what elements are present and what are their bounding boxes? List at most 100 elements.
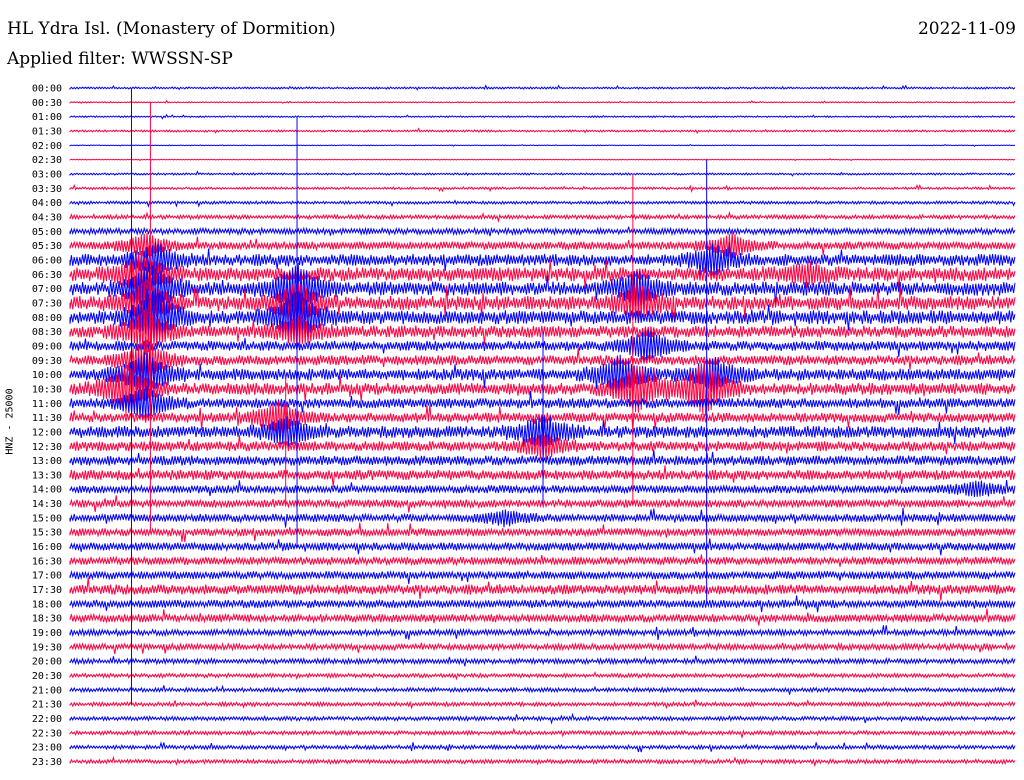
- time-tick-22:30: 22:30: [32, 728, 62, 739]
- time-tick-11:00: 11:00: [32, 399, 62, 410]
- time-tick-09:30: 09:30: [32, 356, 62, 367]
- trace-11:00: [69, 385, 1016, 422]
- trace-10:00: [69, 352, 1016, 400]
- filter-label: Applied filter: WWSSN-SP: [7, 49, 233, 69]
- trace-15:30: [69, 522, 1016, 543]
- time-tick-01:00: 01:00: [32, 112, 62, 123]
- trace-18:00: [69, 595, 1016, 613]
- trace-14:00: [69, 480, 1016, 498]
- time-tick-14:00: 14:00: [32, 485, 62, 496]
- trace-10:30: [69, 360, 1016, 416]
- trace-19:00: [69, 625, 1016, 641]
- time-tick-22:00: 22:00: [32, 714, 62, 725]
- trace-03:00: [69, 170, 1016, 177]
- time-tick-16:00: 16:00: [32, 542, 62, 553]
- trace-02:30: [69, 158, 1016, 162]
- event-spikes: [130, 88, 708, 705]
- trace-04:00: [69, 199, 1016, 208]
- time-tick-05:00: 05:00: [32, 227, 62, 238]
- station-title: HL Ydra Isl. (Monastery of Dormition): [7, 19, 336, 39]
- trace-15:00: [69, 507, 1016, 528]
- trace-03:30: [69, 183, 1016, 194]
- trace-12:00: [69, 415, 1016, 449]
- time-tick-20:30: 20:30: [32, 671, 62, 682]
- trace-00:30: [69, 99, 1016, 105]
- trace-23:00: [69, 741, 1016, 753]
- time-tick-04:00: 04:00: [32, 198, 62, 209]
- time-tick-00:00: 00:00: [32, 84, 62, 95]
- trace-19:30: [69, 641, 1016, 655]
- time-tick-19:30: 19:30: [32, 642, 62, 653]
- trace-21:30: [69, 699, 1016, 710]
- time-tick-14:30: 14:30: [32, 499, 62, 510]
- time-tick-10:30: 10:30: [32, 384, 62, 395]
- time-tick-13:30: 13:30: [32, 470, 62, 481]
- trace-01:30: [69, 127, 1016, 134]
- trace-01:00: [69, 113, 1016, 120]
- trace-13:30: [69, 465, 1016, 487]
- time-tick-07:30: 07:30: [32, 298, 62, 309]
- seismogram-traces: [69, 84, 1016, 768]
- date-label: 2022-11-09: [917, 19, 1016, 39]
- trace-05:00: [69, 226, 1016, 237]
- trace-17:30: [69, 577, 1016, 601]
- trace-05:30: [69, 232, 1016, 259]
- trace-13:00: [69, 449, 1016, 466]
- time-tick-21:30: 21:30: [32, 700, 62, 711]
- time-tick-17:00: 17:00: [32, 571, 62, 582]
- trace-07:30: [69, 279, 1016, 327]
- trace-09:00: [69, 329, 1016, 363]
- time-tick-13:00: 13:00: [32, 456, 62, 467]
- trace-09:30: [69, 339, 1016, 383]
- time-tick-02:00: 02:00: [32, 141, 62, 152]
- trace-08:30: [69, 309, 1016, 355]
- time-tick-18:30: 18:30: [32, 614, 62, 625]
- time-tick-20:00: 20:00: [32, 657, 62, 668]
- time-tick-01:30: 01:30: [32, 126, 62, 137]
- trace-18:30: [69, 608, 1016, 626]
- trace-00:00: [69, 84, 1016, 91]
- time-tick-03:30: 03:30: [32, 184, 62, 195]
- trace-23:30: [69, 755, 1016, 768]
- trace-07:00: [69, 262, 1016, 316]
- trace-08:00: [69, 288, 1016, 345]
- time-tick-04:30: 04:30: [32, 212, 62, 223]
- time-tick-08:30: 08:30: [32, 327, 62, 338]
- time-tick-23:00: 23:00: [32, 743, 62, 754]
- time-tick-12:00: 12:00: [32, 427, 62, 438]
- time-tick-15:00: 15:00: [32, 513, 62, 524]
- trace-06:00: [69, 242, 1016, 278]
- time-tick-15:30: 15:30: [32, 528, 62, 539]
- trace-20:30: [69, 671, 1016, 681]
- time-tick-07:00: 07:00: [32, 284, 62, 295]
- trace-02:00: [69, 143, 1016, 147]
- time-tick-19:00: 19:00: [32, 628, 62, 639]
- time-tick-11:30: 11:30: [32, 413, 62, 424]
- trace-20:00: [69, 655, 1016, 667]
- time-tick-17:30: 17:30: [32, 585, 62, 596]
- trace-17:00: [69, 569, 1016, 585]
- trace-12:30: [69, 433, 1016, 460]
- trace-11:30: [69, 401, 1016, 435]
- time-tick-labels: 00:00 00:30 01:00 01:30 02:00 02:30 03:00 03:30…: [32, 84, 62, 769]
- time-tick-06:30: 06:30: [32, 270, 62, 281]
- trace-06:30: [69, 251, 1016, 297]
- time-tick-00:30: 00:30: [32, 98, 62, 109]
- time-tick-18:00: 18:00: [32, 599, 62, 610]
- time-tick-16:30: 16:30: [32, 556, 62, 567]
- time-tick-21:00: 21:00: [32, 685, 62, 696]
- time-tick-12:30: 12:30: [32, 442, 62, 453]
- time-tick-03:00: 03:00: [32, 169, 62, 180]
- time-tick-08:00: 08:00: [32, 313, 62, 324]
- time-tick-23:30: 23:30: [32, 757, 62, 768]
- time-tick-05:30: 05:30: [32, 241, 62, 252]
- trace-16:30: [69, 554, 1016, 567]
- trace-04:30: [69, 210, 1016, 223]
- time-tick-06:00: 06:00: [32, 255, 62, 266]
- trace-16:00: [69, 538, 1016, 556]
- trace-22:00: [69, 712, 1016, 725]
- trace-22:30: [69, 727, 1016, 738]
- time-tick-02:30: 02:30: [32, 155, 62, 166]
- trace-21:00: [69, 684, 1016, 695]
